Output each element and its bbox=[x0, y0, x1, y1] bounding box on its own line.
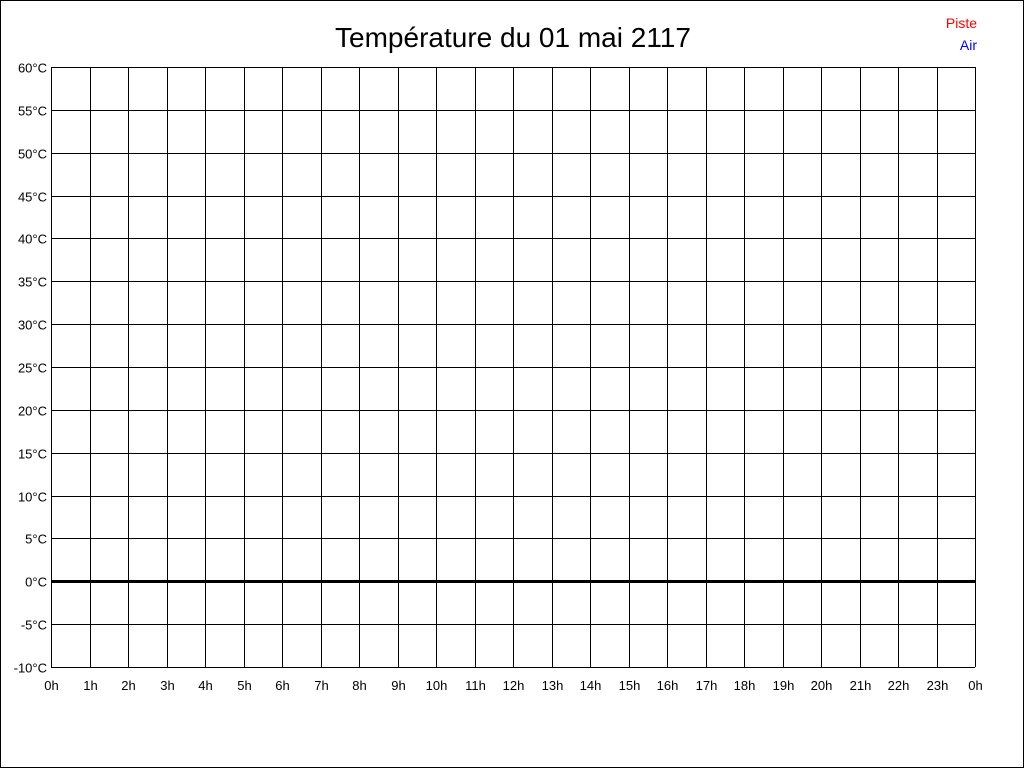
legend-item-piste: Piste bbox=[946, 15, 977, 31]
x-tick-label: 23h bbox=[927, 678, 949, 693]
x-tick-label: 19h bbox=[773, 678, 795, 693]
y-tick-label: 20°C bbox=[18, 404, 47, 419]
x-tick-label: 0h bbox=[44, 678, 58, 693]
y-axis-ticks: 60°C 55°C 50°C 45°C 40°C 35°C 30°C 25°C 20°C 15°C… bbox=[14, 61, 47, 676]
y-tick-label: 5°C bbox=[25, 532, 47, 547]
y-tick-label: -5°C bbox=[21, 618, 47, 633]
y-tick-label: 0°C bbox=[25, 575, 47, 590]
x-tick-label: 15h bbox=[619, 678, 641, 693]
x-tick-label: 7h bbox=[314, 678, 328, 693]
x-tick-label: 4h bbox=[198, 678, 212, 693]
y-tick-label: 15°C bbox=[18, 447, 47, 462]
x-tick-label: 12h bbox=[503, 678, 525, 693]
y-tick-label: 45°C bbox=[18, 190, 47, 205]
legend-item-air: Air bbox=[960, 37, 977, 53]
x-tick-label: 20h bbox=[811, 678, 833, 693]
y-tick-label: 60°C bbox=[18, 61, 47, 76]
x-axis-ticks: 0h 1h 2h 3h 4h 5h 6h 7h 8h 9h 10h 11h 12h 13h 14h 15h 16… bbox=[44, 678, 982, 693]
x-tick-label: 9h bbox=[391, 678, 405, 693]
x-tick-label: 13h bbox=[542, 678, 564, 693]
legend: Piste Air bbox=[946, 15, 977, 53]
y-tick-label: 40°C bbox=[18, 232, 47, 247]
x-tick-label: 1h bbox=[83, 678, 97, 693]
x-tick-label: 5h bbox=[237, 678, 251, 693]
y-tick-label: 35°C bbox=[18, 275, 47, 290]
x-tick-label: 8h bbox=[352, 678, 366, 693]
y-tick-label: 50°C bbox=[18, 147, 47, 162]
x-tick-label: 14h bbox=[580, 678, 602, 693]
y-tick-label: 55°C bbox=[18, 104, 47, 119]
y-tick-label: 10°C bbox=[18, 490, 47, 505]
x-tick-label: 2h bbox=[121, 678, 135, 693]
y-tick-label: 25°C bbox=[18, 361, 47, 376]
x-tick-label: 22h bbox=[888, 678, 910, 693]
y-tick-label: -10°C bbox=[14, 661, 47, 676]
grid bbox=[51, 67, 976, 668]
x-tick-label: 0h bbox=[968, 678, 982, 693]
x-tick-label: 17h bbox=[696, 678, 718, 693]
x-tick-label: 18h bbox=[734, 678, 756, 693]
x-tick-label: 3h bbox=[160, 678, 174, 693]
x-tick-label: 10h bbox=[426, 678, 448, 693]
x-tick-label: 21h bbox=[850, 678, 872, 693]
x-tick-label: 16h bbox=[657, 678, 679, 693]
x-tick-label: 11h bbox=[465, 678, 486, 693]
x-tick-label: 6h bbox=[275, 678, 289, 693]
chart-title: Température du 01 mai 2117 bbox=[335, 22, 691, 53]
y-tick-label: 30°C bbox=[18, 318, 47, 333]
